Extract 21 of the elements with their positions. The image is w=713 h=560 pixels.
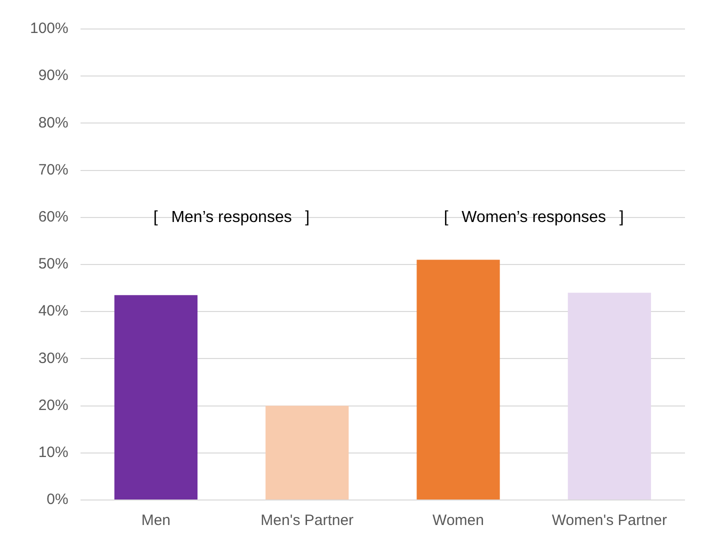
y-tick-label: 80% [38,114,68,132]
annotation: [ Women’s responses ] [444,208,624,226]
y-tick-label: 90% [38,67,68,84]
y-tick-label: 20% [38,396,68,414]
bar [416,260,500,500]
x-tick-label: Men's Partner [260,512,354,530]
y-tick-label: 60% [38,208,68,226]
y-tick-label: 70% [38,161,68,178]
x-tick-label: Women [432,512,484,530]
x-tick-label: Men [141,512,171,530]
y-tick-label: 0% [46,491,68,508]
bar [568,292,651,500]
y-tick-label: 50% [38,256,68,273]
y-tick-label: 30% [38,350,68,367]
bar [114,295,198,500]
annotation: [ Men’s responses ] [153,208,310,226]
bar [266,406,349,500]
y-tick-label: 40% [38,302,68,320]
y-tick-label: 10% [38,444,68,462]
y-tick-label: 100% [30,20,68,38]
x-tick-label: Women's Partner [552,512,667,530]
